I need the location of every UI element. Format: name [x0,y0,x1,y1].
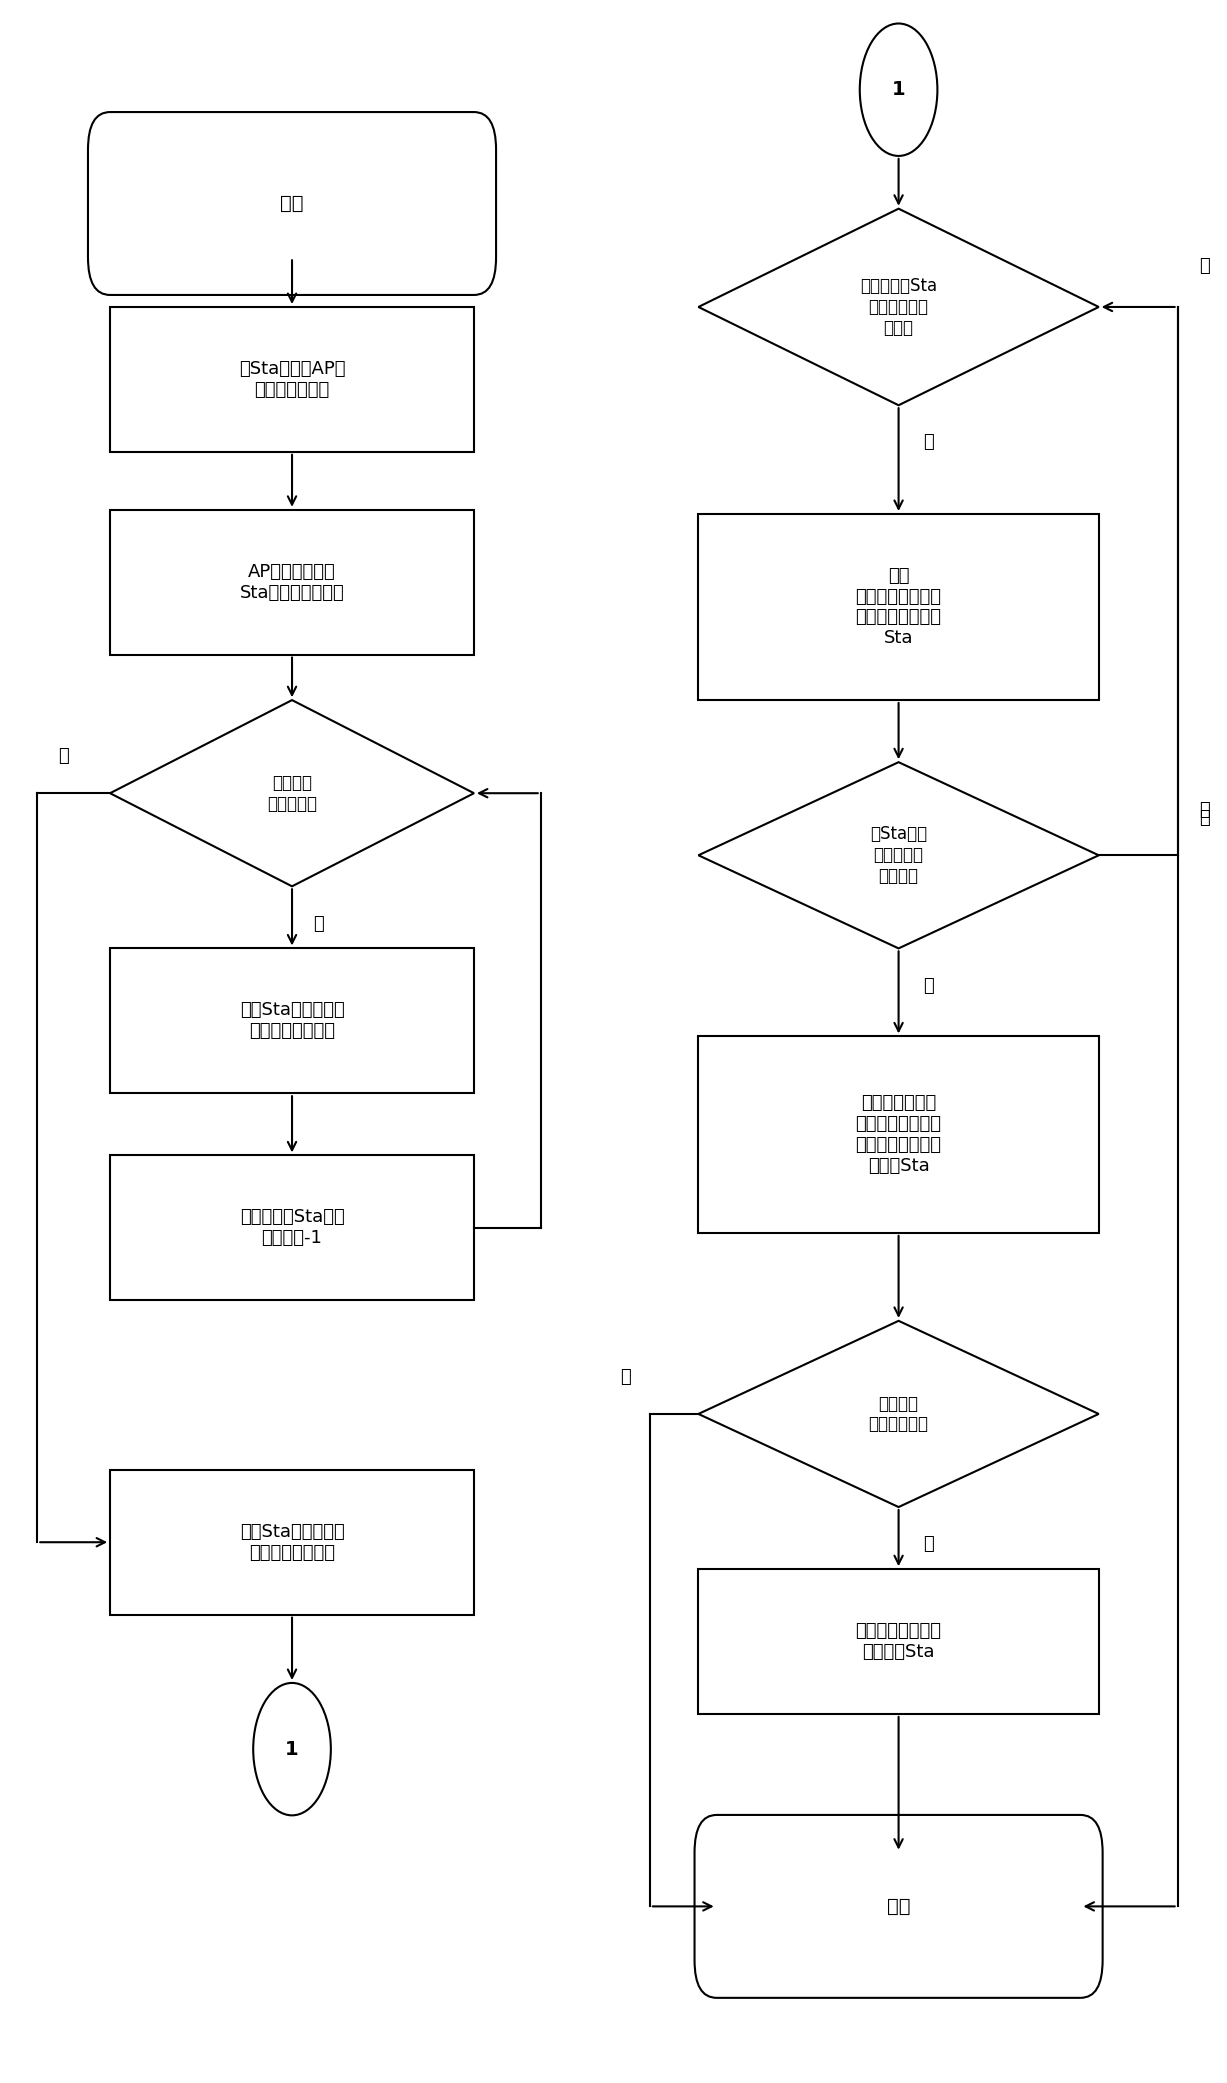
Text: 该Sta分得
的时隙数量
已经达标: 该Sta分得 的时隙数量 已经达标 [870,825,928,885]
Polygon shape [698,762,1098,948]
Text: AP按比例计算各
Sta应得的时隙数量: AP按比例计算各 Sta应得的时隙数量 [239,562,345,602]
Text: 否: 否 [1199,256,1210,275]
Text: 序列中尚有Sta
未进行时隙分
配过程: 序列中尚有Sta 未进行时隙分 配过程 [860,277,937,337]
Bar [110,1156,474,1300]
Text: 将该时隙分配给需
求较大的Sta: 将该时隙分配给需 求较大的Sta [855,1623,941,1660]
FancyBboxPatch shape [694,1814,1103,1998]
Text: 从前
向后寻找未被占用
的时隙，分配给该
Sta: 从前 向后寻找未被占用 的时隙，分配给该 Sta [855,567,941,648]
Polygon shape [110,700,474,887]
Bar [110,510,474,654]
Text: 开始: 开始 [280,194,304,212]
Text: 否: 否 [59,748,70,764]
Text: 否: 否 [1199,808,1210,827]
Text: 时隙资源
总量尚有富余: 时隙资源 总量尚有富余 [869,1394,929,1433]
Text: 时隙资源
总量不够用: 时隙资源 总量不够用 [267,773,317,812]
Circle shape [253,1683,331,1816]
Text: 是: 是 [313,914,324,933]
Bar [110,948,474,1094]
Text: 将序列首部Sta的应
得时隙数-1: 将序列首部Sta的应 得时隙数-1 [239,1208,345,1248]
Text: 将各Sta按应得时隙
数量从大到小排序: 将各Sta按应得时隙 数量从大到小排序 [239,1002,345,1039]
Bar [698,1568,1098,1714]
Circle shape [860,23,937,156]
Text: 各Sta依次向AP汇
报缓存队列长度: 各Sta依次向AP汇 报缓存队列长度 [239,360,345,398]
Polygon shape [698,1321,1098,1506]
Text: 1: 1 [285,1739,299,1758]
FancyBboxPatch shape [88,112,496,296]
Text: 结束: 结束 [887,1898,910,1916]
Bar [698,515,1098,700]
Polygon shape [698,208,1098,406]
Text: 否: 否 [924,977,934,996]
Text: 是: 是 [924,433,934,452]
Text: 是: 是 [924,1535,934,1554]
Text: 是: 是 [1199,800,1210,819]
Bar [110,306,474,452]
Text: 将各Sta按应得时隙
数量从大到小排序: 将各Sta按应得时隙 数量从大到小排序 [239,1523,345,1562]
Bar [110,1471,474,1614]
Text: 否: 否 [621,1369,631,1385]
Text: 向后跳跃一定步
幅，寻找下一个未
被占用的时隙，分
配给该Sta: 向后跳跃一定步 幅，寻找下一个未 被占用的时隙，分 配给该Sta [855,1094,941,1175]
Bar [698,1037,1098,1233]
Text: 1: 1 [892,81,906,100]
